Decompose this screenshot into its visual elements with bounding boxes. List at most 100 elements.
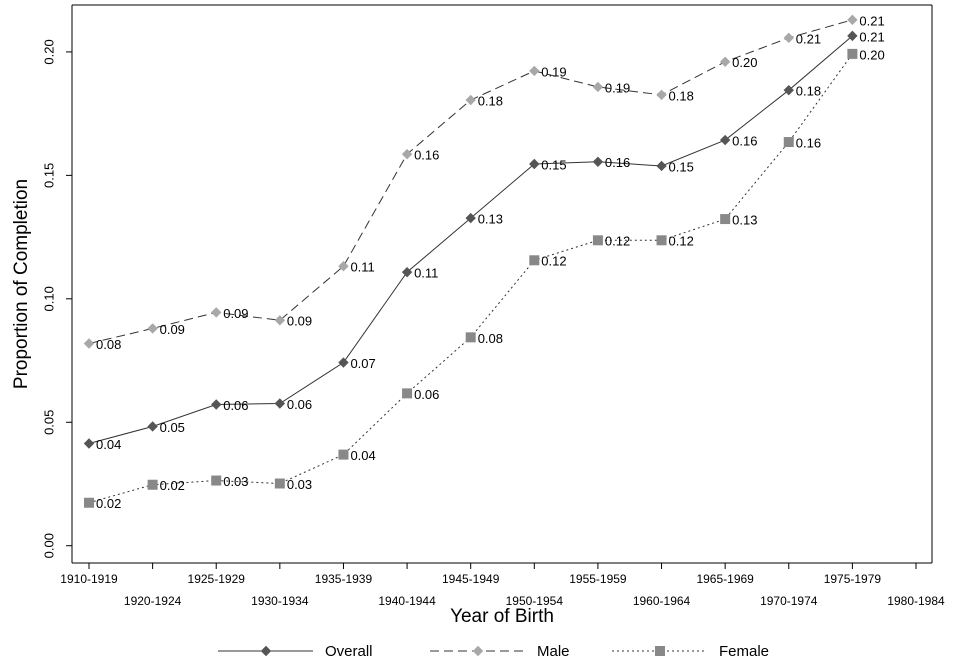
marker bbox=[274, 315, 286, 326]
y-tick-label: 0.05 bbox=[41, 410, 56, 435]
data-label: 0.12 bbox=[605, 234, 630, 249]
marker bbox=[338, 261, 349, 272]
data-label: 0.16 bbox=[414, 148, 439, 163]
marker bbox=[592, 81, 604, 93]
series-line bbox=[88, 53, 853, 504]
data-label: 0.06 bbox=[414, 387, 439, 402]
data-label: 0.15 bbox=[669, 159, 694, 174]
marker bbox=[338, 449, 349, 460]
x-tick-label: 1960-1964 bbox=[633, 594, 691, 608]
data-label: 0.11 bbox=[414, 266, 438, 281]
marker bbox=[401, 266, 413, 278]
marker bbox=[338, 357, 349, 368]
data-label: 0.05 bbox=[160, 420, 185, 435]
marker bbox=[656, 160, 667, 172]
x-tick-label: 1945-1949 bbox=[442, 572, 500, 586]
marker bbox=[783, 32, 794, 44]
marker bbox=[465, 94, 476, 106]
marker bbox=[402, 388, 413, 399]
marker bbox=[529, 158, 540, 170]
marker bbox=[472, 645, 484, 657]
data-label: 0.11 bbox=[350, 260, 374, 275]
marker bbox=[529, 65, 540, 77]
x-tick-label: 1950-1954 bbox=[506, 594, 564, 608]
data-label: 0.07 bbox=[350, 356, 375, 371]
marker bbox=[147, 479, 158, 490]
data-label: 0.18 bbox=[796, 84, 821, 99]
data-label: 0.21 bbox=[859, 13, 884, 28]
data-label: 0.06 bbox=[223, 398, 248, 413]
data-label: 0.08 bbox=[478, 331, 503, 346]
marker bbox=[719, 56, 731, 67]
x-tick-label: 1935-1939 bbox=[315, 572, 373, 586]
data-label: 0.16 bbox=[732, 133, 757, 148]
data-label: 0.18 bbox=[478, 93, 503, 108]
data-label: 0.21 bbox=[859, 29, 884, 44]
data-label: 0.03 bbox=[287, 477, 312, 492]
data-label: 0.16 bbox=[605, 155, 630, 170]
marker bbox=[847, 30, 858, 42]
marker bbox=[83, 338, 95, 349]
data-label: 0.20 bbox=[859, 47, 884, 62]
data-label: 0.02 bbox=[160, 478, 185, 493]
data-label: 0.12 bbox=[669, 234, 694, 249]
data-label: 0.18 bbox=[669, 88, 694, 103]
data-label: 0.15 bbox=[541, 157, 566, 172]
marker bbox=[83, 438, 95, 449]
data-label: 0.09 bbox=[287, 314, 312, 329]
marker bbox=[147, 421, 158, 432]
x-tick-label: 1955-1959 bbox=[569, 572, 627, 586]
marker bbox=[847, 48, 858, 59]
x-tick-label: 1940-1944 bbox=[378, 594, 436, 608]
marker bbox=[783, 137, 794, 148]
marker bbox=[719, 134, 731, 146]
marker bbox=[274, 398, 286, 409]
marker bbox=[401, 148, 413, 160]
data-label: 0.21 bbox=[796, 31, 821, 46]
x-tick-label: 1920-1924 bbox=[124, 594, 182, 608]
y-tick-label: 0.10 bbox=[41, 286, 56, 311]
marker bbox=[592, 235, 603, 246]
data-label: 0.04 bbox=[96, 437, 121, 452]
data-label: 0.12 bbox=[541, 254, 566, 269]
marker bbox=[592, 156, 604, 167]
marker bbox=[656, 235, 667, 246]
data-label: 0.19 bbox=[605, 80, 630, 95]
x-tick-label: 1980-1984 bbox=[887, 594, 945, 608]
data-label: 0.08 bbox=[96, 337, 121, 352]
marker bbox=[529, 255, 540, 266]
x-tick-label: 1930-1934 bbox=[251, 594, 309, 608]
marker bbox=[260, 645, 272, 657]
marker bbox=[655, 646, 665, 656]
data-label: 0.09 bbox=[223, 306, 248, 321]
y-tick-label: 0.20 bbox=[41, 39, 56, 64]
marker bbox=[465, 212, 476, 224]
data-label: 0.16 bbox=[796, 135, 821, 150]
data-label: 0.20 bbox=[732, 55, 757, 70]
x-tick-label: 1975-1979 bbox=[824, 572, 882, 586]
x-tick-label: 1965-1969 bbox=[696, 572, 754, 586]
y-axis-title: Proportion of Completion bbox=[11, 179, 32, 389]
x-tick-label: 1925-1929 bbox=[188, 572, 246, 586]
marker bbox=[783, 84, 794, 96]
y-tick-label: 0.00 bbox=[41, 533, 56, 558]
marker bbox=[211, 307, 222, 318]
legend-label: Overall bbox=[325, 643, 373, 660]
x-axis-title: Year of Birth bbox=[450, 606, 554, 627]
marker bbox=[211, 399, 222, 410]
data-label: 0.13 bbox=[732, 213, 757, 228]
marker bbox=[656, 89, 667, 101]
marker bbox=[211, 475, 222, 486]
data-label: 0.04 bbox=[350, 448, 375, 463]
data-label: 0.03 bbox=[223, 474, 248, 489]
data-label: 0.02 bbox=[96, 496, 121, 511]
marker bbox=[147, 323, 158, 334]
data-label: 0.13 bbox=[478, 212, 503, 227]
legend-label: Female bbox=[719, 643, 769, 660]
data-label: 0.06 bbox=[287, 397, 312, 412]
data-label: 0.09 bbox=[160, 322, 185, 337]
marker bbox=[847, 14, 858, 26]
marker bbox=[84, 497, 94, 508]
